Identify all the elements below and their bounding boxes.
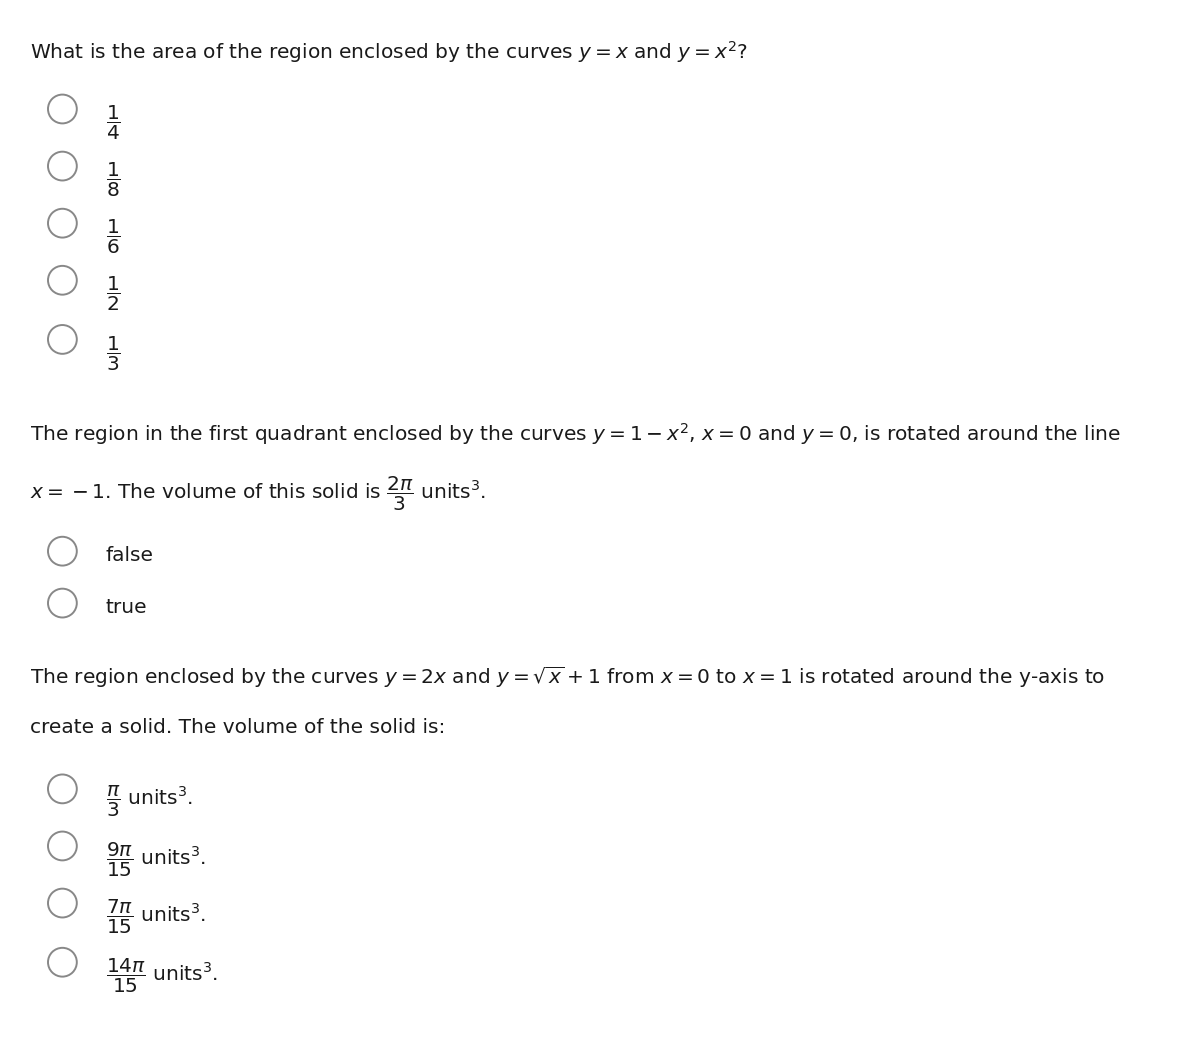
Text: The region enclosed by the curves $y = 2x$ and $y = \sqrt{x} + 1$ from $x = 0$ t: The region enclosed by the curves $y = 2…: [30, 664, 1105, 689]
Text: $\dfrac{1}{4}$: $\dfrac{1}{4}$: [106, 104, 120, 142]
Text: false: false: [106, 546, 154, 565]
Text: create a solid. The volume of the solid is:: create a solid. The volume of the solid …: [30, 718, 445, 737]
Text: $\dfrac{1}{8}$: $\dfrac{1}{8}$: [106, 161, 120, 199]
Text: $\dfrac{1}{6}$: $\dfrac{1}{6}$: [106, 218, 120, 256]
Text: $x = -1$. The volume of this solid is $\dfrac{2\pi}{3}$ units$^3$.: $x = -1$. The volume of this solid is $\…: [30, 474, 486, 513]
Text: $\dfrac{14\pi}{15}$ units$^3$.: $\dfrac{14\pi}{15}$ units$^3$.: [106, 957, 217, 995]
Text: $\dfrac{\pi}{3}$ units$^3$.: $\dfrac{\pi}{3}$ units$^3$.: [106, 784, 193, 819]
Text: The region in the first quadrant enclosed by the curves $y = 1 - x^2$, $x = 0$ a: The region in the first quadrant enclose…: [30, 421, 1121, 447]
Text: $\dfrac{9\pi}{15}$ units$^3$.: $\dfrac{9\pi}{15}$ units$^3$.: [106, 841, 205, 879]
Text: $\dfrac{1}{2}$: $\dfrac{1}{2}$: [106, 275, 120, 313]
Text: $\dfrac{1}{3}$: $\dfrac{1}{3}$: [106, 334, 120, 373]
Text: What is the area of the region enclosed by the curves $y = x$ and $y = x^2$?: What is the area of the region enclosed …: [30, 39, 748, 65]
Text: true: true: [106, 598, 148, 617]
Text: $\dfrac{7\pi}{15}$ units$^3$.: $\dfrac{7\pi}{15}$ units$^3$.: [106, 898, 205, 936]
